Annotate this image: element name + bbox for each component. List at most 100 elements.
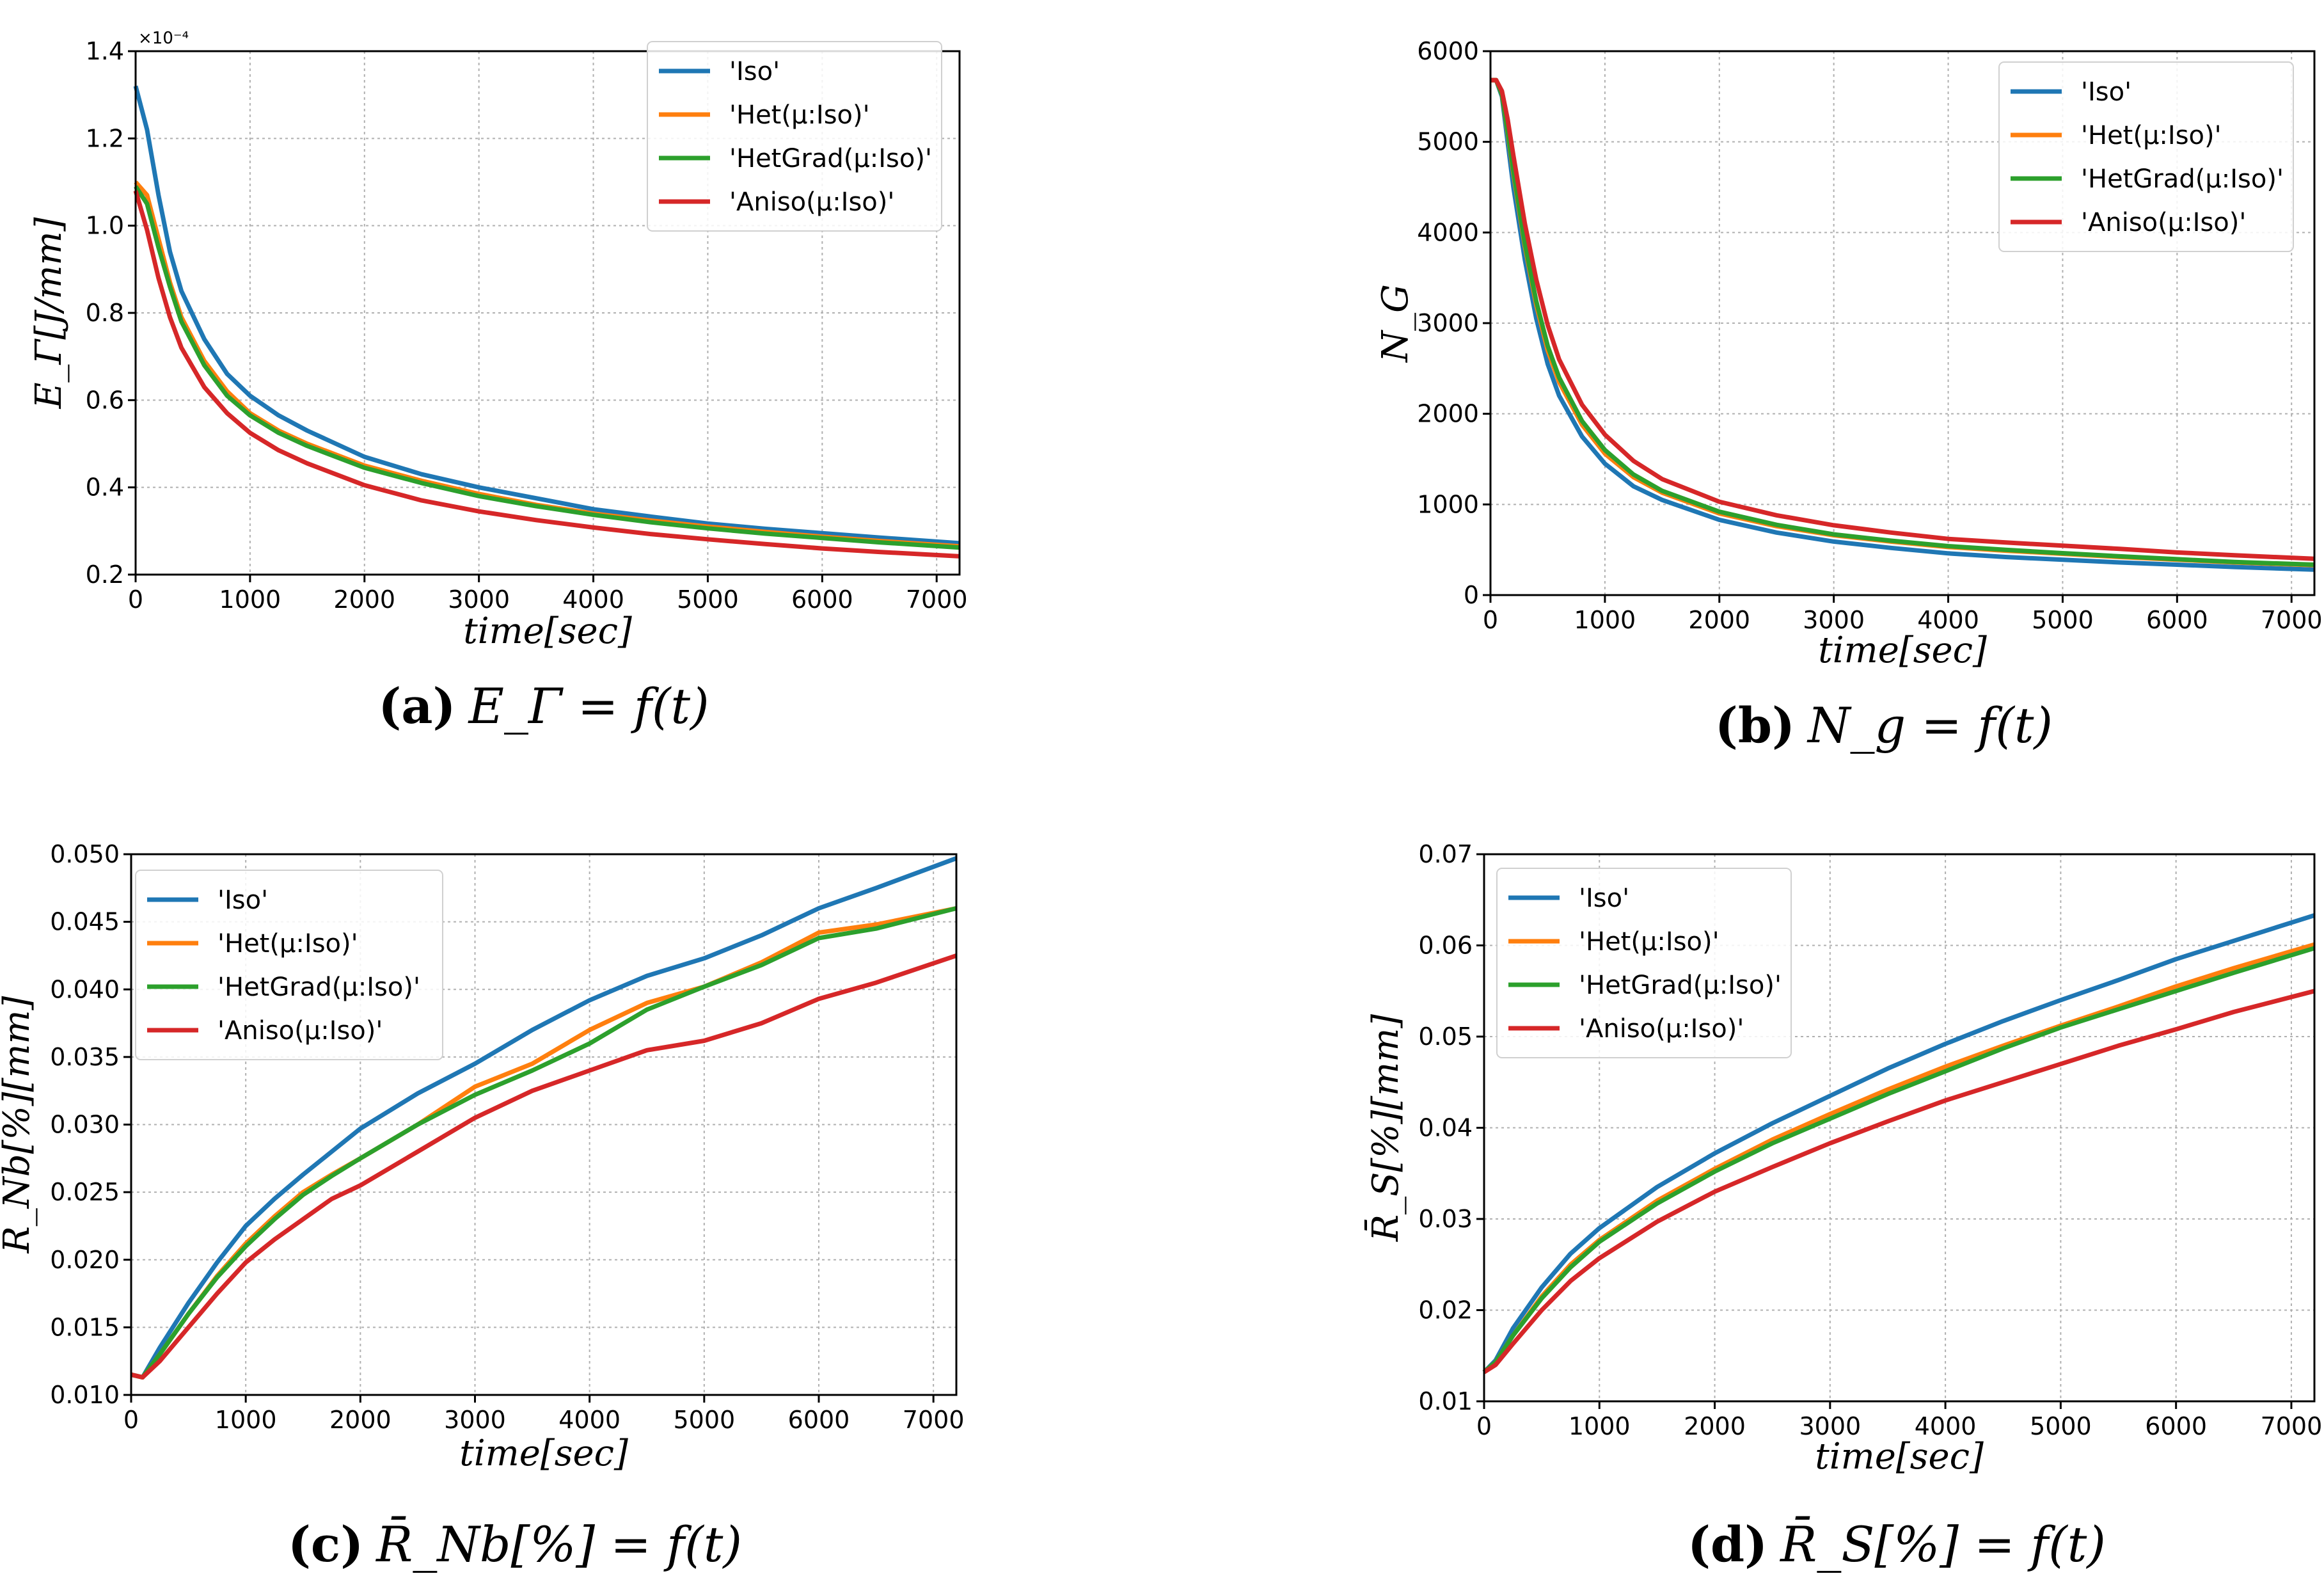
- x-tick-label: 0: [1476, 1412, 1492, 1440]
- y-tick-label: 2000: [1417, 400, 1479, 428]
- legend-entry: 'Het(μ:Iso)': [729, 100, 870, 130]
- subfigure-caption: (b) N_g = f(t): [1715, 697, 2053, 754]
- y-tick-label: 0.010: [50, 1381, 120, 1409]
- x-tick-label: 2000: [329, 1406, 391, 1434]
- x-tick-label: 4000: [1917, 606, 1979, 634]
- x-tick-label: 4000: [562, 585, 624, 614]
- x-axis-label: time[sec]: [1818, 630, 1987, 671]
- x-axis-label: time[sec]: [1815, 1436, 1984, 1477]
- x-tick-label: 1000: [219, 585, 281, 614]
- x-tick-label: 4000: [558, 1406, 621, 1434]
- caption-formula: R̄_S[%] = f(t): [1779, 1515, 2106, 1573]
- legend: 'Iso' 'Het(μ:Iso)' 'HetGrad(μ:Iso)' 'Aniso(…: [1998, 61, 2294, 252]
- legend: 'Iso' 'Het(μ:Iso)' 'HetGrad(μ:Iso)' 'Aniso(…: [647, 41, 942, 232]
- x-tick-label: 1000: [1574, 606, 1636, 634]
- legend-box: [1998, 61, 2294, 252]
- y-tick-label: 0.020: [50, 1246, 120, 1274]
- caption-label: (c): [288, 1516, 363, 1573]
- y-axis-label: E_Γ[J/mm]: [28, 217, 70, 409]
- y-tick-label: 0.05: [1418, 1023, 1473, 1051]
- legend-entry: 'Iso': [217, 886, 268, 915]
- caption-label: (d): [1688, 1516, 1767, 1573]
- x-tick-label: 5000: [2032, 606, 2094, 634]
- legend-entry: 'Aniso(μ:Iso)': [2081, 208, 2246, 237]
- legend-entry: 'Het(μ:Iso)': [2081, 121, 2222, 150]
- y-tick-label: 0.045: [50, 908, 120, 936]
- series-line-1: [134, 180, 960, 549]
- legend-box: [135, 870, 443, 1060]
- y-axis-label: R̄_S[%][mm]: [1364, 1014, 1407, 1242]
- y-tick-label: 3000: [1417, 309, 1479, 337]
- x-tick-label: 2000: [1688, 606, 1750, 634]
- x-axis-label: time[sec]: [463, 610, 632, 652]
- legend-entry: 'HetGrad(μ:Iso)': [729, 144, 932, 173]
- y-tick-label: 6000: [1417, 37, 1479, 65]
- x-axis-label: time[sec]: [459, 1433, 628, 1474]
- legend: 'Iso' 'Het(μ:Iso)' 'HetGrad(μ:Iso)' 'Aniso(…: [135, 870, 443, 1060]
- y-tick-label: 0.04: [1418, 1114, 1473, 1142]
- x-tick-label: 1000: [215, 1406, 277, 1434]
- chart-a: 0 1000 2000 3000 4000 5000 6000 7000 0.2 0.4 0.6 0.…: [28, 29, 968, 735]
- y-multiplier-label: ×10⁻⁴: [138, 29, 189, 48]
- legend: 'Iso' 'Het(μ:Iso)' 'HetGrad(μ:Iso)' 'Aniso(…: [1496, 868, 1792, 1058]
- y-axis-label: R̄_Nb[%][mm]: [0, 996, 38, 1254]
- legend-entry: 'Iso': [2081, 77, 2131, 107]
- x-tick-label: 0: [1483, 606, 1498, 634]
- y-tick-label: 0.03: [1418, 1205, 1473, 1233]
- x-tick-label: 7000: [2261, 1412, 2323, 1440]
- legend-box: [1496, 868, 1792, 1058]
- legend-entry: 'Aniso(μ:Iso)': [729, 187, 894, 217]
- y-tick-label: 1.4: [86, 37, 124, 65]
- series-line-3: [130, 953, 958, 1380]
- caption-label: (a): [378, 678, 455, 735]
- y-tick-label: 0.8: [86, 299, 124, 327]
- y-tick-label: 0.030: [50, 1111, 120, 1139]
- x-tick-label: 6000: [2146, 606, 2208, 634]
- y-tick-label: 0.015: [50, 1313, 120, 1341]
- legend-entry: 'HetGrad(μ:Iso)': [2081, 164, 2284, 194]
- x-tick-label: 2000: [1684, 1412, 1746, 1440]
- y-tick-label: 1.2: [86, 124, 124, 152]
- x-tick-label: 3000: [448, 585, 510, 614]
- x-tick-label: 3000: [1799, 1412, 1861, 1440]
- y-tick-label: 0.040: [50, 975, 120, 1003]
- x-tick-label: 3000: [444, 1406, 506, 1434]
- subfigure-caption: (d) R̄_S[%] = f(t): [1688, 1515, 2106, 1573]
- legend-entry: 'Iso': [729, 57, 780, 86]
- caption-formula: E_Γ = f(t): [467, 678, 709, 735]
- x-tick-label: 6000: [788, 1406, 850, 1434]
- series-line-0: [130, 856, 958, 1380]
- x-tick-label: 7000: [906, 585, 968, 614]
- subfigure-caption: (a) E_Γ = f(t): [378, 678, 709, 735]
- chart-d: 0 1000 2000 3000 4000 5000 6000 7000 0.01 0.02 0.0…: [1364, 840, 2323, 1573]
- y-tick-label: 1000: [1417, 490, 1479, 518]
- x-tick-label: 2000: [333, 585, 395, 614]
- y-tick-label: 0.2: [86, 561, 124, 589]
- series-line-2: [1490, 77, 2315, 567]
- x-tick-label: 6000: [791, 585, 853, 614]
- legend-entry: 'HetGrad(μ:Iso)': [217, 973, 420, 1002]
- y-tick-label: 5000: [1417, 128, 1479, 156]
- x-tick-label: 0: [128, 585, 143, 614]
- legend-entry: 'Het(μ:Iso)': [1579, 927, 1719, 957]
- y-tick-label: 0.02: [1418, 1296, 1473, 1325]
- y-tick-label: 0.6: [86, 386, 124, 414]
- x-tick-label: 5000: [673, 1406, 735, 1434]
- series-line-2: [134, 185, 960, 550]
- x-tick-label: 1000: [1569, 1412, 1631, 1440]
- x-tick-label: 7000: [2261, 606, 2323, 634]
- series-line-0: [133, 85, 960, 546]
- series-line-2: [1482, 946, 2316, 1374]
- series-line-3: [1483, 989, 2315, 1374]
- series-line-2: [130, 906, 957, 1380]
- y-tick-label: 0.4: [86, 474, 124, 502]
- y-tick-label: 1.0: [86, 212, 124, 240]
- y-tick-label: 0.050: [50, 840, 120, 868]
- series-line-0: [1482, 913, 2316, 1374]
- series-line-3: [1490, 77, 2315, 561]
- x-tick-label: 7000: [903, 1406, 965, 1434]
- legend-entry: 'Aniso(μ:Iso)': [1579, 1014, 1744, 1044]
- y-tick-label: 0.025: [50, 1178, 120, 1206]
- caption-label: (b): [1715, 697, 1795, 754]
- y-tick-label: 0.07: [1418, 840, 1473, 868]
